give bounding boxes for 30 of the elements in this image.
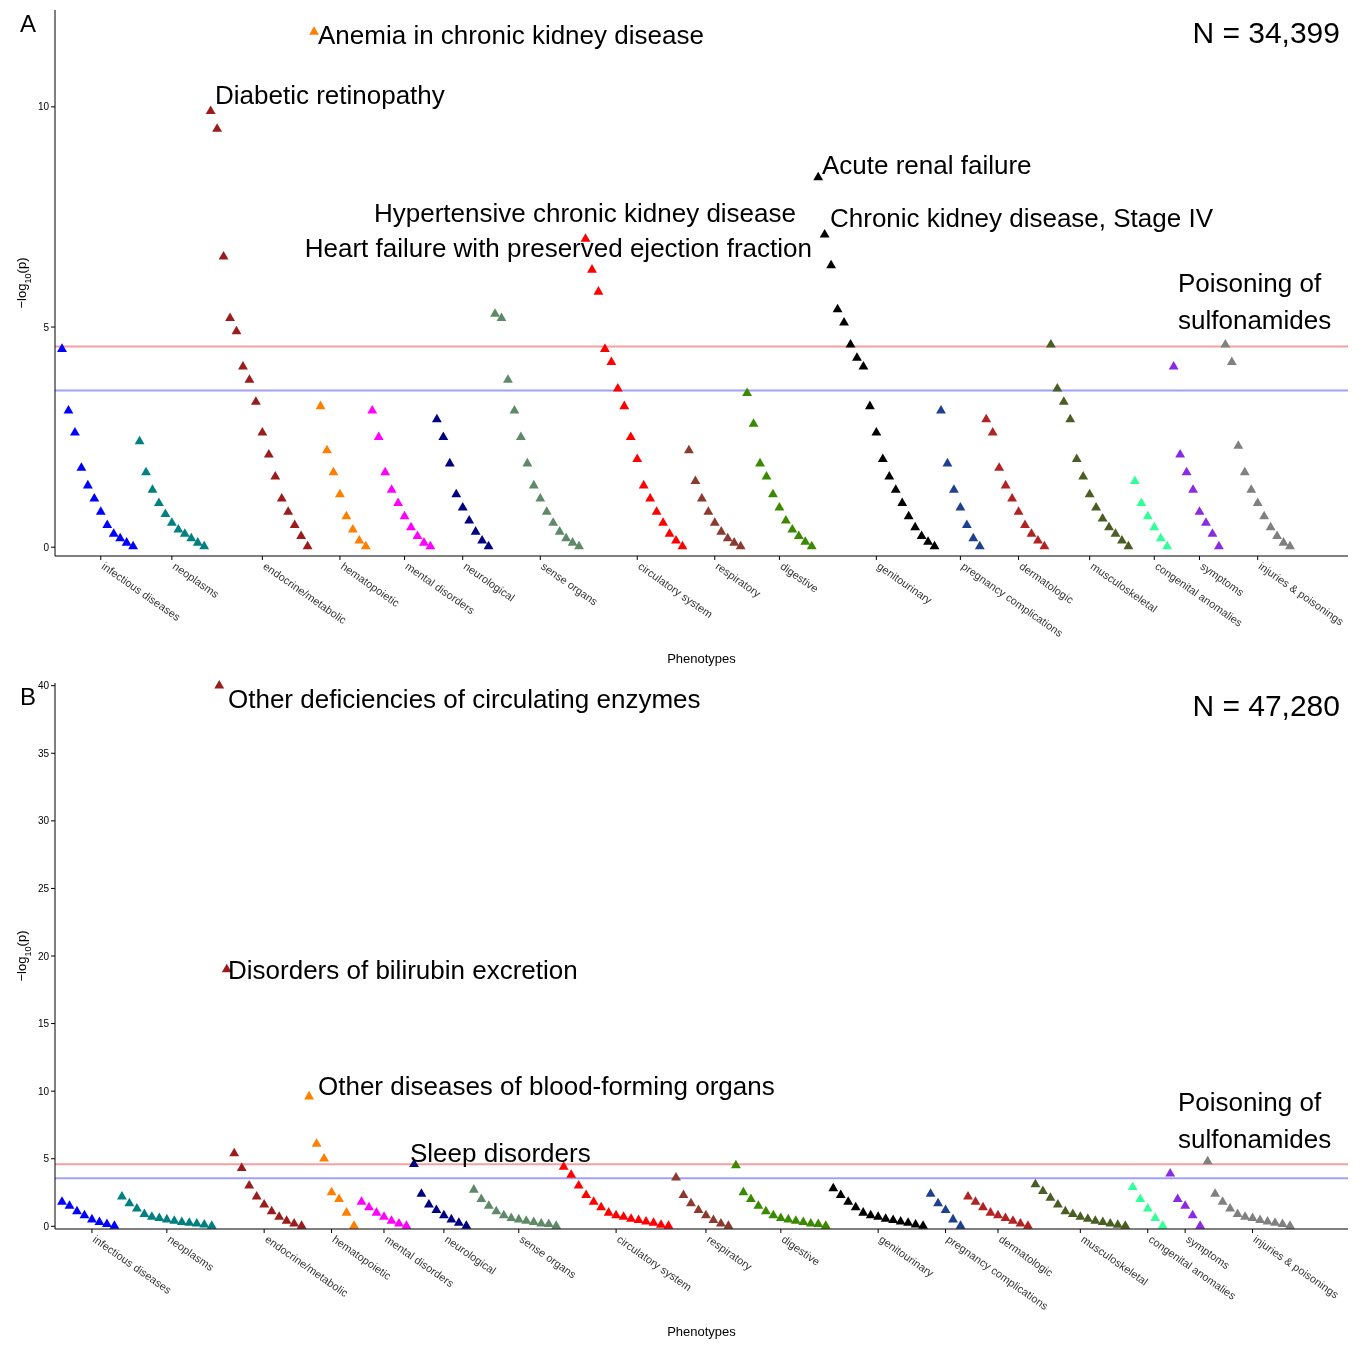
annotation: N = 47,280 (1192, 688, 1340, 722)
y-tick-label: 0 (43, 541, 50, 553)
chart-title: B (20, 683, 37, 710)
y-tick-label: 0 (43, 1220, 50, 1232)
annotation: Chronic kidney disease, Stage IV (830, 203, 1214, 234)
annotation: Diabetic retinopathy (215, 80, 445, 111)
annotation: Heart failure with preserved ejection fraction (304, 233, 812, 264)
chart-title: A (20, 10, 37, 37)
y-tick-label: 5 (43, 1153, 50, 1165)
y-tick-label: 5 (43, 321, 50, 333)
y-tick-label: 35 (37, 747, 50, 759)
y-tick-label: 40 (37, 680, 50, 692)
y-tick-label: 10 (37, 1085, 50, 1097)
annotation: Other diseases of blood-forming organs (318, 1071, 775, 1102)
y-tick-label: 10 (37, 101, 50, 113)
y-tick-label: 30 (37, 815, 50, 827)
annotation: Acute renal failure (822, 150, 1032, 181)
x-axis-title: Phenotypes (667, 1324, 737, 1339)
annotation: Disorders of bilirubin excretion (228, 955, 578, 986)
annotation: Sleep disorders (410, 1138, 591, 1169)
y-tick-label: 20 (37, 950, 50, 962)
annotation: Other deficiencies of circulating enzymes (228, 684, 701, 715)
annotation: N = 34,399 (1192, 15, 1340, 49)
y-tick-label: 15 (37, 1018, 50, 1030)
x-axis-title: Phenotypes (667, 651, 737, 666)
annotation: Poisoning of sulfonamides (1178, 1087, 1332, 1154)
annotation: Anemia in chronic kidney disease (318, 20, 704, 51)
annotation: Hypertensive chronic kidney disease (374, 198, 796, 229)
y-tick-label: 25 (37, 882, 50, 894)
annotation: Poisoning of sulfonamides (1178, 268, 1332, 335)
